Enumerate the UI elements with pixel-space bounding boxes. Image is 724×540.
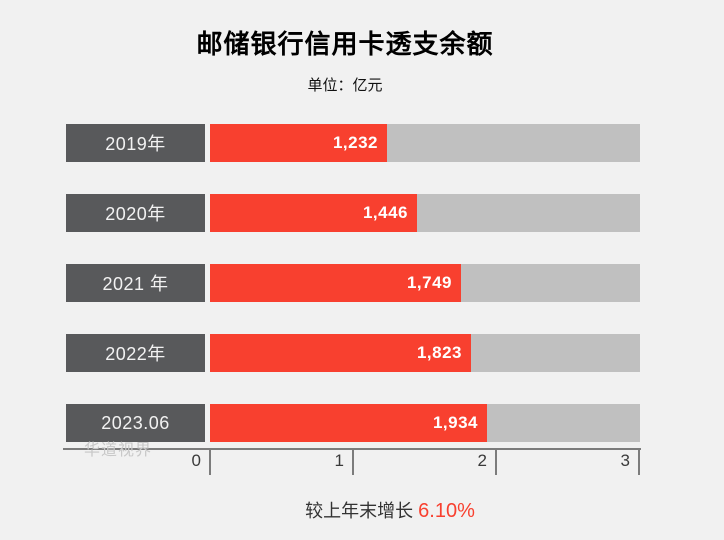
x-axis-tick-label: 0 [191,451,201,470]
x-axis-tick-label: 3 [620,451,630,470]
bar-value-label: 1,446 [362,203,408,222]
bar-track: 1,934 [210,404,640,442]
bar-value-label: 1,749 [406,273,452,292]
bar-track: 1,232 [210,124,640,162]
bar-row: 2021 年 1,749 [0,264,724,302]
growth-note: 较上年末增长 6.10% [56,497,724,523]
bar-fill: 1,823 [210,334,471,372]
bar-value-label: 1,232 [332,133,378,152]
category-label: 2022年 [66,334,205,372]
bar-track: 1,749 [210,264,640,302]
x-axis-tick-mark [495,448,497,475]
category-label: 2019年 [66,124,205,162]
bar-row: 2019年 1,232 [0,124,724,162]
growth-note-value: 6.10% [418,500,475,522]
bar-row: 2022年 1,823 [0,334,724,372]
chart-title: 邮储银行信用卡透支余额 [196,29,494,59]
chart-unit-label: 单位：亿元 [307,77,383,94]
bar-track: 1,823 [210,334,640,372]
x-axis-tick-label: 1 [334,451,344,470]
x-axis-tick-mark [352,448,354,475]
bar-value-label: 1,823 [416,343,462,362]
category-label: 2020年 [66,194,205,232]
x-axis-tick-mark [209,448,211,475]
bar-value-label: 1,934 [432,413,478,432]
bar-row: 2023.06 1,934 [0,404,724,442]
watermark-text: 华道视界 [84,442,153,459]
bar-row: 2020年 1,446 [0,194,724,232]
category-label: 2023.06 [66,404,205,442]
bar-fill: 1,749 [210,264,461,302]
bar-fill: 1,232 [210,124,387,162]
category-label: 2021 年 [66,264,205,302]
growth-note-label: 较上年末增长 [305,501,419,521]
bar-track: 1,446 [210,194,640,232]
bar-fill: 1,934 [210,404,487,442]
bar-fill: 1,446 [210,194,417,232]
x-axis-tick-label: 2 [477,451,487,470]
x-axis-tick-mark [638,448,640,475]
